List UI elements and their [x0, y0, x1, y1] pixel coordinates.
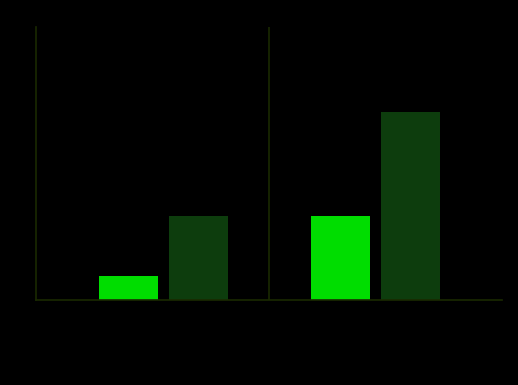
Bar [311, 216, 370, 300]
Bar [381, 112, 440, 300]
Bar [99, 276, 158, 300]
Bar [169, 216, 228, 300]
